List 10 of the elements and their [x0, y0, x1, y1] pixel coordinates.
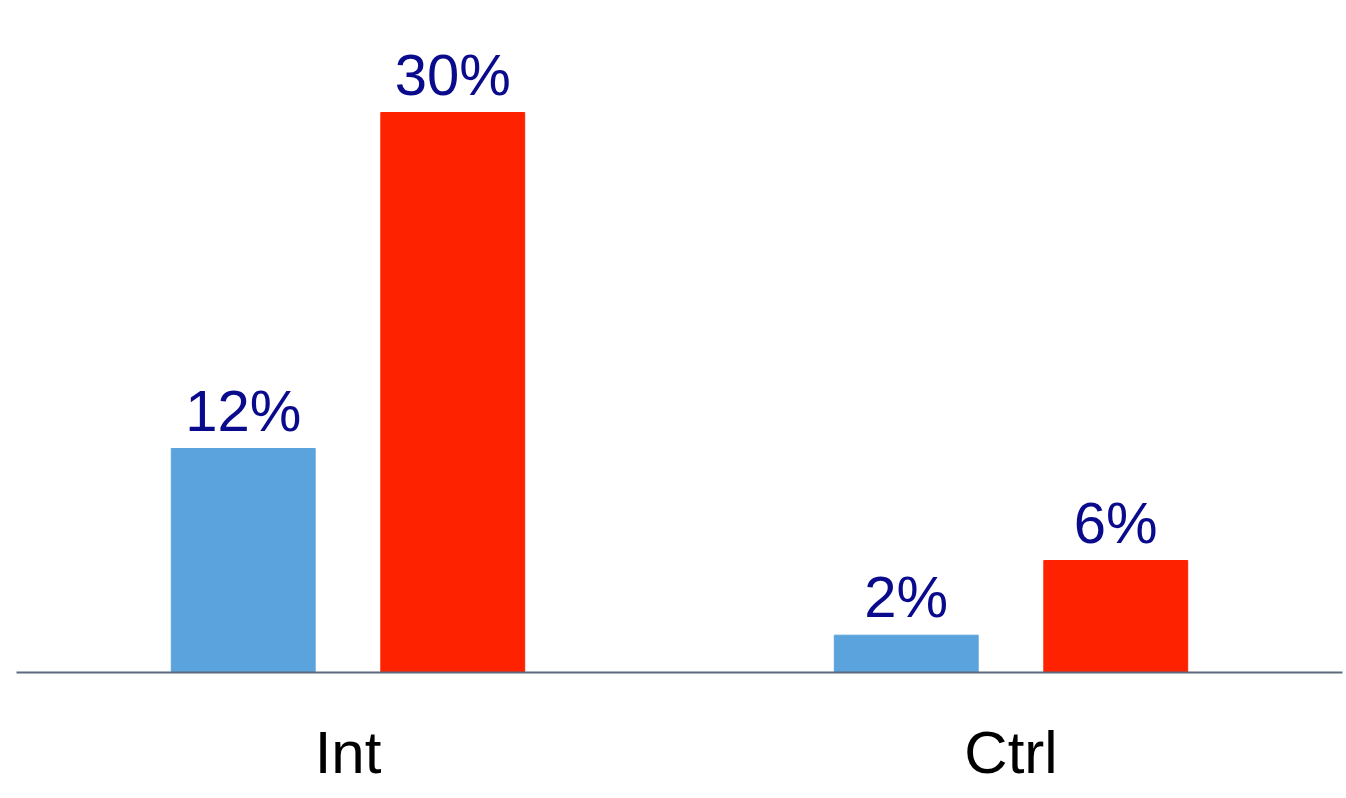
bar	[833, 634, 979, 673]
bar	[170, 448, 316, 673]
data-label: 30%	[394, 41, 511, 107]
data-label: 2%	[864, 564, 949, 630]
bar	[380, 112, 526, 673]
x-tick-label: Ctrl	[964, 718, 1058, 786]
data-label: 12%	[185, 377, 302, 443]
x-tick-label: Int	[314, 718, 382, 786]
bar	[1043, 560, 1189, 673]
data-label: 6%	[1073, 489, 1158, 555]
